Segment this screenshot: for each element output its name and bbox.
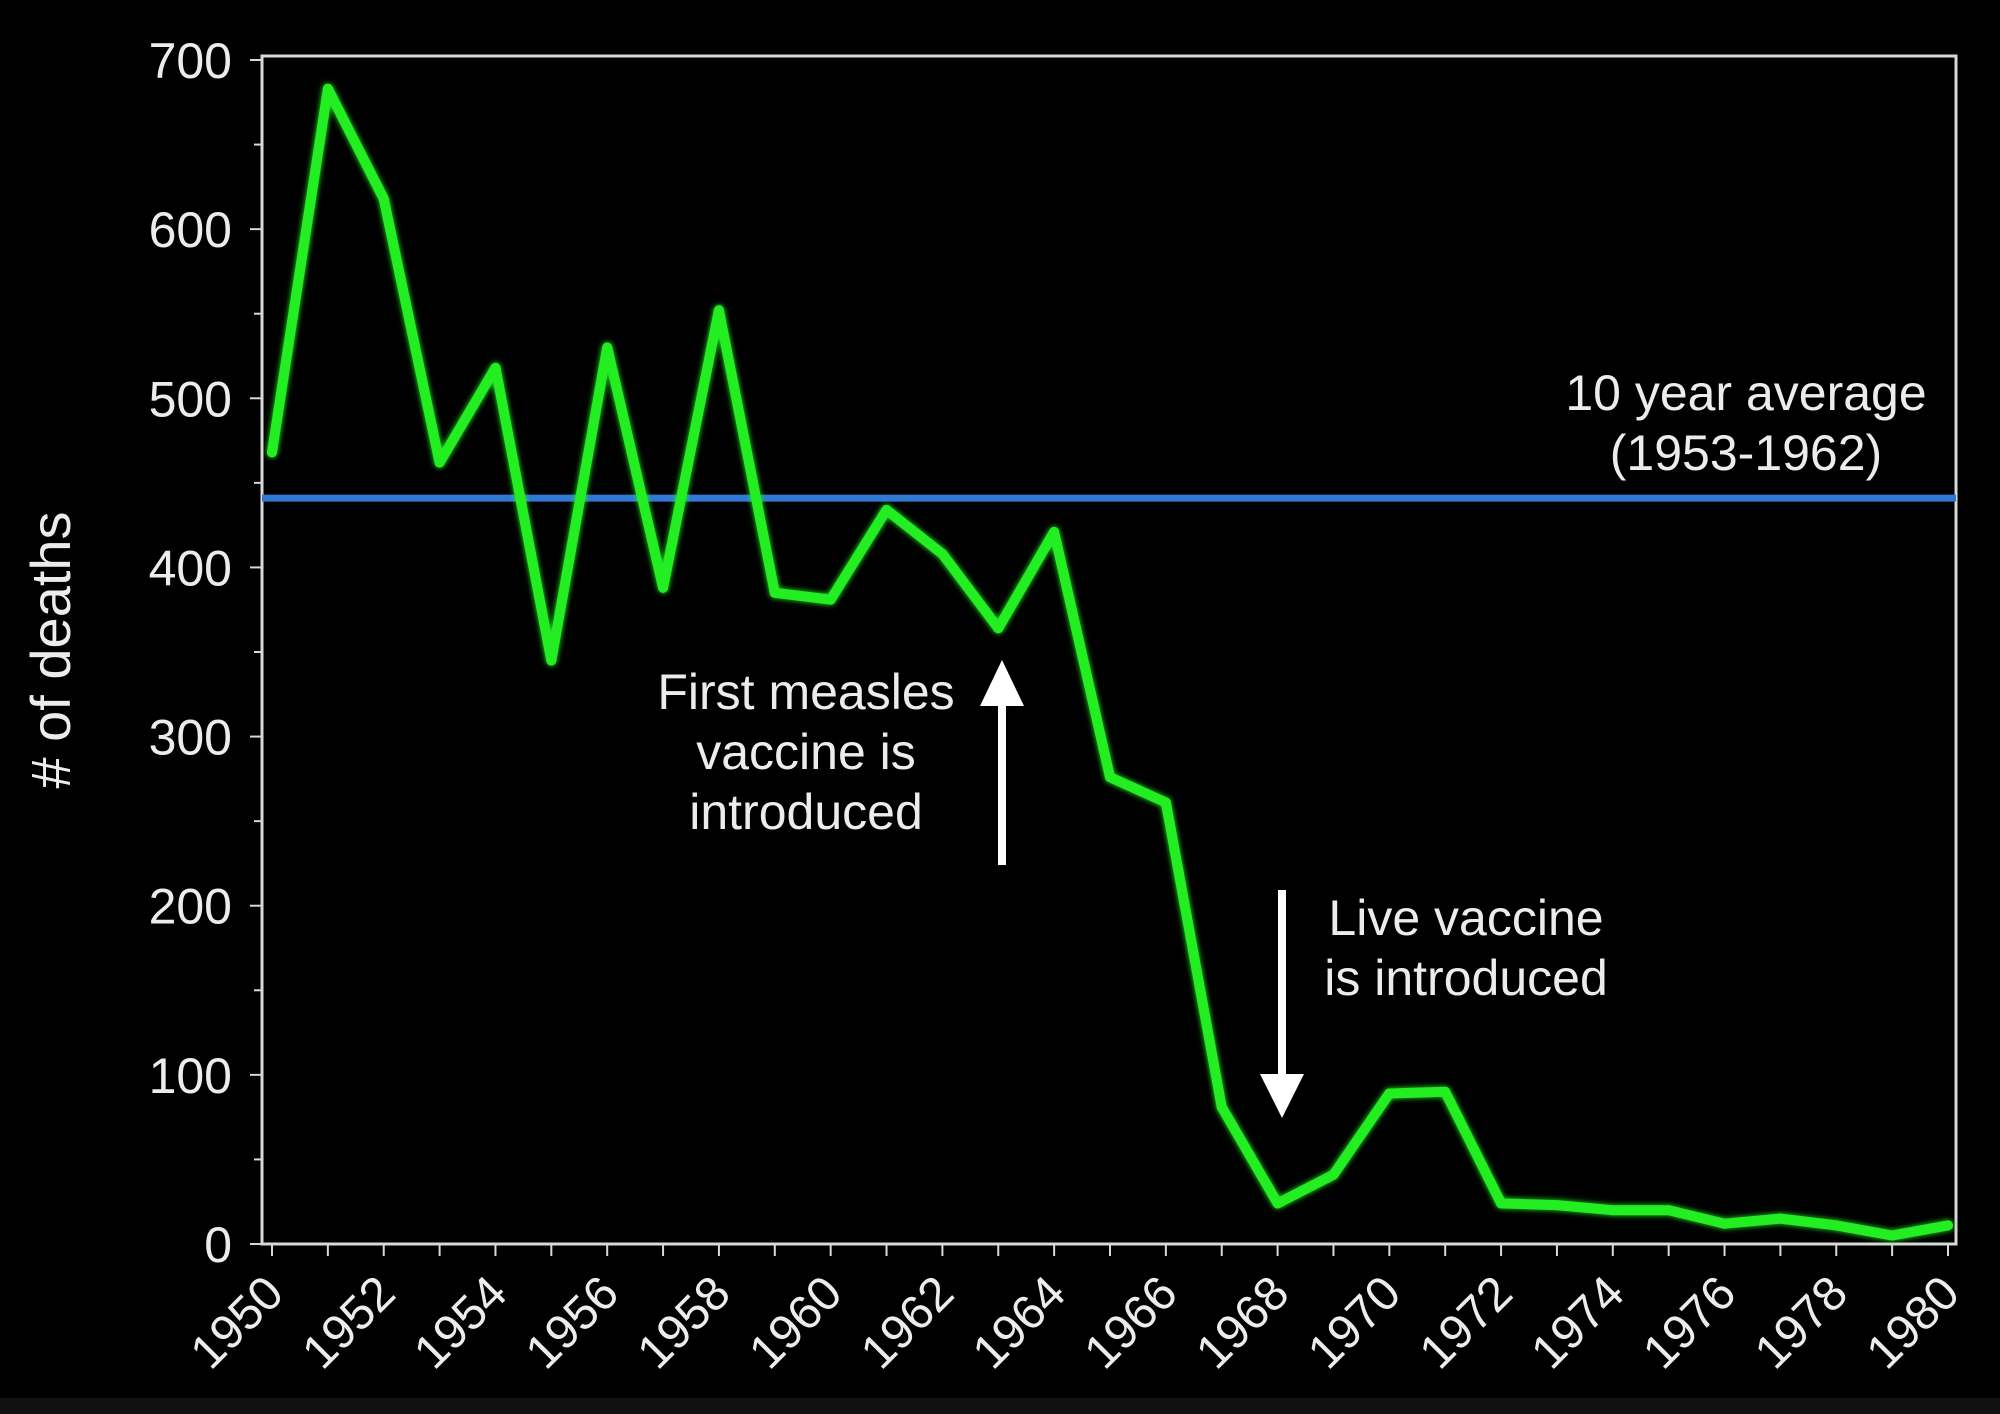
y-axis: 0 100 200 300 400 500 600 700: [149, 33, 262, 1273]
bottom-strip: [0, 1398, 2000, 1414]
x-tick-label: 1950: [181, 1266, 294, 1379]
data-point-1976: [1719, 1218, 1730, 1229]
data-point-1971: [1440, 1086, 1451, 1097]
ten-year-average-label-line2: (1953-1962): [1610, 425, 1882, 481]
y-tick-label: 0: [204, 1217, 232, 1273]
y-tick-label: 400: [149, 540, 232, 596]
data-point-1980: [1943, 1220, 1953, 1231]
ten-year-average-label-line1: 10 year average: [1565, 365, 1926, 421]
x-axis: 1950195219541956195819601962196419661968…: [181, 1244, 1970, 1379]
x-tick-label: 1970: [1298, 1266, 1411, 1379]
x-tick-label: 1976: [1633, 1266, 1746, 1379]
data-point-1965: [1105, 772, 1115, 783]
x-tick-label: 1966: [1075, 1266, 1188, 1379]
data-point-1972: [1496, 1198, 1507, 1209]
y-tick-label: 300: [149, 710, 232, 766]
data-point-1954: [490, 362, 501, 373]
data-point-1963: [993, 623, 1004, 634]
data-point-1974: [1607, 1205, 1618, 1216]
data-point-1973: [1551, 1200, 1562, 1211]
deaths-series: [267, 83, 1953, 1241]
data-point-1979: [1887, 1230, 1898, 1241]
data-point-1977: [1775, 1213, 1786, 1224]
data-point-1961: [881, 504, 892, 515]
x-tick-label: 1962: [851, 1266, 964, 1379]
data-point-1975: [1663, 1205, 1674, 1216]
data-point-1964: [1049, 526, 1060, 537]
first-vaccine-text-line1: First measles: [657, 664, 954, 720]
down-arrow-head-icon: [1260, 1074, 1304, 1118]
y-tick-label: 500: [149, 371, 232, 427]
data-point-1978: [1831, 1220, 1842, 1231]
series-line: [267, 83, 1953, 1241]
data-point-1955: [546, 655, 557, 666]
first-vaccine-annotation: First measles vaccine is introduced: [657, 660, 1024, 865]
data-point-1956: [602, 342, 613, 353]
data-point-1960: [825, 594, 836, 605]
y-axis-label: # of deaths: [19, 511, 82, 788]
data-point-1958: [713, 305, 724, 316]
x-tick-label: 1978: [1745, 1266, 1858, 1379]
plot-frame: [260, 54, 1958, 1246]
y-tick-label: 700: [149, 33, 232, 89]
x-tick-label: 1980: [1857, 1266, 1970, 1379]
x-tick-label: 1958: [628, 1266, 741, 1379]
data-point-1959: [769, 587, 780, 598]
y-tick-label: 100: [149, 1048, 232, 1104]
data-point-1968: [1272, 1198, 1283, 1209]
y-tick-label: 600: [149, 202, 232, 258]
first-vaccine-text-line3: introduced: [689, 784, 923, 840]
data-point-1962: [937, 548, 948, 559]
x-tick-label: 1954: [404, 1266, 517, 1379]
x-tick-label: 1964: [963, 1266, 1076, 1379]
x-tick-label: 1956: [516, 1266, 629, 1379]
data-point-1953: [434, 457, 445, 468]
live-vaccine-text-line2: is introduced: [1324, 950, 1608, 1006]
x-tick-label: 1974: [1522, 1266, 1635, 1379]
x-tick-label: 1960: [739, 1266, 852, 1379]
live-vaccine-text-line1: Live vaccine: [1328, 890, 1603, 946]
x-tick-label: 1952: [293, 1266, 406, 1379]
y-tick-label: 200: [149, 879, 232, 935]
x-tick-label: 1968: [1186, 1266, 1299, 1379]
data-point-1966: [1160, 797, 1171, 808]
data-point-1957: [658, 582, 669, 593]
data-point-1969: [1328, 1169, 1339, 1180]
data-point-1951: [322, 83, 333, 94]
data-point-1967: [1216, 1101, 1227, 1112]
data-point-1952: [378, 193, 389, 204]
data-point-1970: [1384, 1088, 1395, 1099]
first-vaccine-text-line2: vaccine is: [696, 724, 916, 780]
live-vaccine-annotation: Live vaccine is introduced: [1260, 890, 1608, 1118]
up-arrow-head-icon: [980, 660, 1024, 706]
x-tick-label: 1972: [1410, 1266, 1523, 1379]
data-point-1950: [267, 447, 277, 458]
